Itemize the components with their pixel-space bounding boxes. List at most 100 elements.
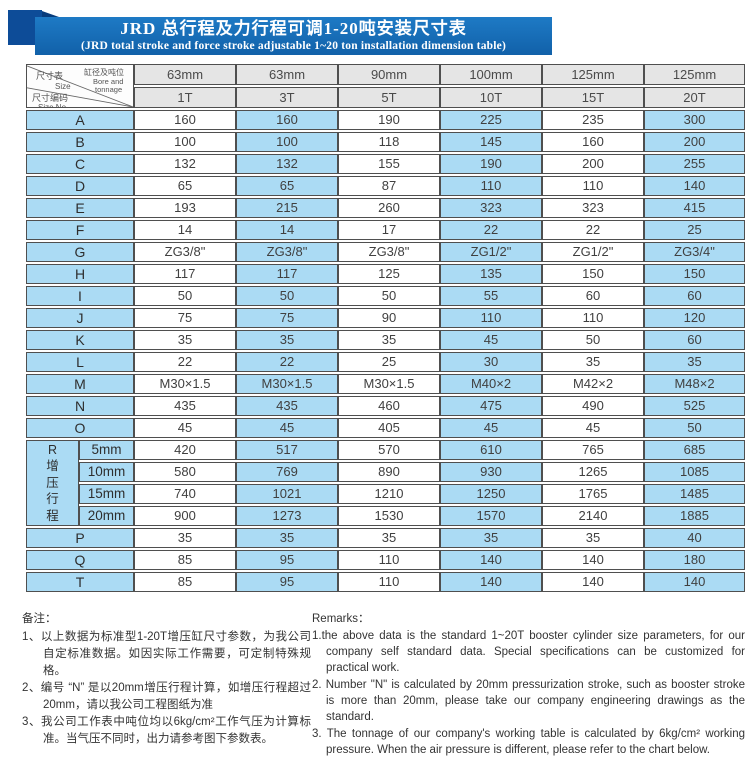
dim-cell: 35 (338, 330, 440, 350)
row-label: C (26, 154, 134, 174)
dim-cell: 90 (338, 308, 440, 328)
r-group-cn-char: 程 (46, 508, 59, 523)
note-item: 2. Number "N" is calculated by 20mm pres… (312, 679, 745, 723)
col-header-size: 125mm (644, 64, 745, 85)
dim-cell: M30×1.5 (338, 374, 440, 394)
dim-cell: 190 (440, 154, 542, 174)
dim-cell: M30×1.5 (134, 374, 236, 394)
dim-cell: 420 (134, 440, 236, 460)
r-group-cn-char: 压 (46, 475, 59, 490)
dim-cell: 60 (644, 286, 745, 306)
row-label: N (26, 396, 134, 416)
dim-cell: 140 (542, 572, 644, 592)
row-label: T (26, 572, 134, 592)
dim-cell: ZG3/4" (644, 242, 745, 262)
note-item: 3、我公司工作表中吨位均以6kg/cm²工作气压为计算标准。当气压不同时，出力请… (22, 716, 311, 745)
dim-cell: 25 (644, 220, 745, 240)
row-label: I (26, 286, 134, 306)
dim-cell: 45 (440, 418, 542, 438)
row-label: B (26, 132, 134, 152)
corner-sizeno-cn: 尺寸编码 (32, 93, 69, 103)
table-row: K 35 35 35 45 50 60 (26, 330, 745, 350)
dim-cell: 140 (644, 572, 745, 592)
dim-cell: M42×2 (542, 374, 644, 394)
table-row: 10mm 580 769 890 930 1265 1085 (26, 462, 745, 482)
dim-cell: 45 (542, 418, 644, 438)
dim-cell: 1885 (644, 506, 745, 526)
dim-cell: 132 (134, 154, 236, 174)
table-row: B 100 100 118 145 160 200 (26, 132, 745, 152)
stroke-sublabel: 15mm (79, 484, 134, 504)
dim-cell: 1273 (236, 506, 338, 526)
dim-cell: 75 (236, 308, 338, 328)
notes-cn-heading: 备注： (22, 613, 57, 625)
page-title-cn: JRD 总行程及力行程可调1-20吨安装尺寸表 (120, 19, 467, 38)
dim-cell: 1570 (440, 506, 542, 526)
table-row: J 75 75 90 110 110 120 (26, 308, 745, 328)
row-label: J (26, 308, 134, 328)
dim-cell: 110 (440, 176, 542, 196)
dim-cell: 14 (236, 220, 338, 240)
note-item: 1.the above data is the standard 1~20T b… (312, 630, 745, 674)
dim-cell: 132 (236, 154, 338, 174)
table-row: 15mm 740 1021 1210 1250 1765 1485 (26, 484, 745, 504)
dim-cell: M48×2 (644, 374, 745, 394)
row-label: M (26, 374, 134, 394)
note-item: 2、编号 “N” 是以20mm增压行程计算，如增压行程超过20mm，请以我公司工… (22, 682, 311, 711)
dim-cell: 140 (644, 176, 745, 196)
dim-cell: 140 (440, 572, 542, 592)
dim-cell: 160 (236, 110, 338, 130)
dim-cell: ZG3/8" (134, 242, 236, 262)
dim-cell: 155 (338, 154, 440, 174)
notes-en-heading: Remarks： (312, 613, 370, 625)
dim-cell: 65 (134, 176, 236, 196)
dim-cell: 405 (338, 418, 440, 438)
dim-cell: 22 (440, 220, 542, 240)
corner-sizeno-en: Size No. (38, 103, 69, 108)
dim-cell: 200 (644, 132, 745, 152)
dim-cell: 415 (644, 198, 745, 218)
dim-cell: 35 (440, 528, 542, 548)
col-header-size: 63mm (134, 64, 236, 85)
dim-cell: 145 (440, 132, 542, 152)
page-title-en: (JRD total stroke and force stroke adjus… (81, 40, 506, 52)
dim-cell: 45 (134, 418, 236, 438)
dim-cell: 900 (134, 506, 236, 526)
dim-cell: 45 (236, 418, 338, 438)
row-label: A (26, 110, 134, 130)
dim-cell: 22 (236, 352, 338, 372)
row-label: O (26, 418, 134, 438)
dim-cell: 14 (134, 220, 236, 240)
dim-cell: 35 (542, 528, 644, 548)
corner-cell: 尺寸表 Size 缸径及吨位 Bore and tonnage 尺寸编码 Siz… (26, 64, 134, 108)
dim-cell: 260 (338, 198, 440, 218)
dim-cell: 140 (542, 550, 644, 570)
dim-cell: 87 (338, 176, 440, 196)
dim-cell: 60 (542, 286, 644, 306)
dim-cell: 110 (440, 308, 542, 328)
header-row-sizes: 尺寸表 Size 缸径及吨位 Bore and tonnage 尺寸编码 Siz… (26, 64, 745, 108)
col-header-ton: 3T (236, 87, 338, 108)
dim-cell: 135 (440, 264, 542, 284)
title-banner: JRD 总行程及力行程可调1-20吨安装尺寸表 (JRD total strok… (35, 17, 552, 55)
table-row: I 50 50 50 55 60 60 (26, 286, 745, 306)
col-header-size: 63mm (236, 64, 338, 85)
dim-cell: 40 (644, 528, 745, 548)
dim-cell: 1085 (644, 462, 745, 482)
dim-cell: 475 (440, 396, 542, 416)
dim-cell: 150 (644, 264, 745, 284)
notes-english: Remarks： 1.the above data is the standar… (312, 611, 745, 759)
dim-cell: ZG1/2" (542, 242, 644, 262)
dim-cell: 323 (440, 198, 542, 218)
stroke-sublabel: 20mm (79, 506, 134, 526)
table-row: H 117 117 125 135 150 150 (26, 264, 745, 284)
table-row: R 增压行程 5mm 420 517 570 610 765 685 (26, 440, 745, 526)
row-label: F (26, 220, 134, 240)
dim-cell: 180 (644, 550, 745, 570)
dim-cell: 193 (134, 198, 236, 218)
col-header-ton: 10T (440, 87, 542, 108)
dim-cell: 525 (644, 396, 745, 416)
dim-cell: ZG3/8" (236, 242, 338, 262)
dim-cell: 50 (542, 330, 644, 350)
